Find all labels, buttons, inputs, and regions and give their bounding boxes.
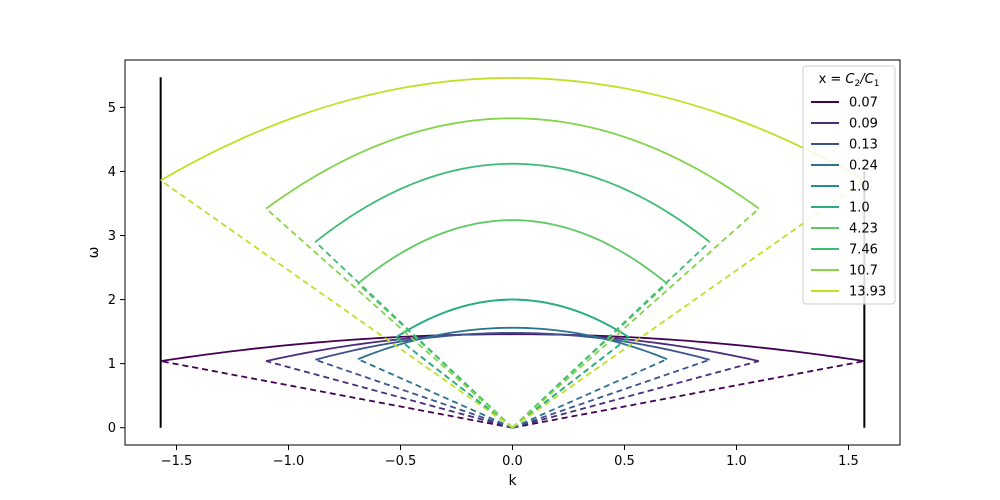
series-lower-branch-left	[265, 207, 514, 429]
legend-label: 13.93	[849, 285, 886, 300]
series-lower-branch-right	[512, 360, 760, 429]
legend-label: 10.7	[849, 264, 878, 279]
x-tick-label: 0.5	[614, 454, 635, 469]
y-tick-label: 4	[108, 165, 116, 180]
series-lower-branch-right	[511, 179, 865, 429]
series-lower-branch-right	[511, 241, 711, 429]
legend-label: 7.46	[849, 243, 878, 258]
legend-label: 1.0	[849, 180, 870, 195]
series-5	[395, 298, 630, 429]
y-tick-label: 1	[108, 357, 116, 372]
legend-title: x = C2/C1	[819, 72, 880, 89]
x-tick-label: 0.0	[502, 454, 523, 469]
legend-label: 0.13	[849, 138, 878, 153]
legend-label: 0.09	[849, 117, 878, 132]
series-upper-branch	[395, 298, 630, 339]
series-7	[314, 162, 711, 429]
x-tick-label: 1.0	[726, 454, 747, 469]
series-lower-branch-left	[265, 360, 513, 429]
x-tick-label: 1.5	[838, 454, 859, 469]
legend-label: 4.23	[849, 222, 878, 237]
legend-title-part: x =	[819, 72, 846, 87]
series-upper-branch	[357, 219, 668, 285]
x-axis-ticks: −1.5 −1.0 −0.5 0.0 0.5 1.0 1.5	[161, 445, 859, 469]
series-lower-branch-left	[314, 241, 514, 429]
series-upper-branch	[315, 331, 710, 361]
series-lower-branch-left	[395, 336, 514, 429]
series-9	[160, 77, 865, 429]
legend-label: 0.07	[849, 96, 878, 111]
series-lower-branch-left	[160, 179, 514, 429]
legend: x = C2/C10.070.090.130.241.01.04.237.461…	[802, 65, 896, 305]
y-tick-label: 3	[108, 229, 116, 244]
series-layer	[160, 77, 865, 429]
legend-label: 1.0	[849, 201, 870, 216]
series-lower-branch-right	[512, 358, 668, 429]
series-lower-branch-left	[315, 358, 513, 429]
legend-box	[802, 65, 896, 305]
legend-title-part: C	[845, 72, 855, 87]
series-3	[357, 326, 668, 429]
series-lower-branch-right	[512, 358, 710, 429]
series-lower-branch-right	[511, 336, 630, 429]
x-tick-label: −0.5	[385, 454, 417, 469]
series-2	[315, 331, 710, 429]
legend-title-part: /	[859, 72, 866, 87]
legend-title-part: 1	[874, 79, 880, 89]
series-8	[265, 117, 760, 429]
y-tick-label: 5	[108, 101, 116, 116]
y-axis-label: ω	[86, 247, 102, 259]
series-upper-branch	[357, 326, 668, 360]
plot-area	[159, 77, 866, 429]
series-upper-branch	[265, 117, 760, 210]
y-tick-label: 0	[108, 421, 116, 436]
legend-title-part: C	[865, 72, 875, 87]
y-axis-ticks: 0 1 2 3 4 5	[108, 101, 125, 436]
y-tick-label: 2	[108, 293, 116, 308]
series-upper-branch	[314, 162, 711, 243]
x-tick-label: −1.0	[273, 454, 305, 469]
x-axis-label: k	[508, 473, 517, 489]
legend-label: 0.24	[849, 159, 878, 174]
series-lower-branch-right	[511, 207, 760, 429]
legend-title-part: 2	[855, 79, 861, 89]
series-upper-branch	[160, 77, 865, 182]
x-tick-label: −1.5	[161, 454, 193, 469]
series-lower-branch-left	[357, 358, 513, 429]
